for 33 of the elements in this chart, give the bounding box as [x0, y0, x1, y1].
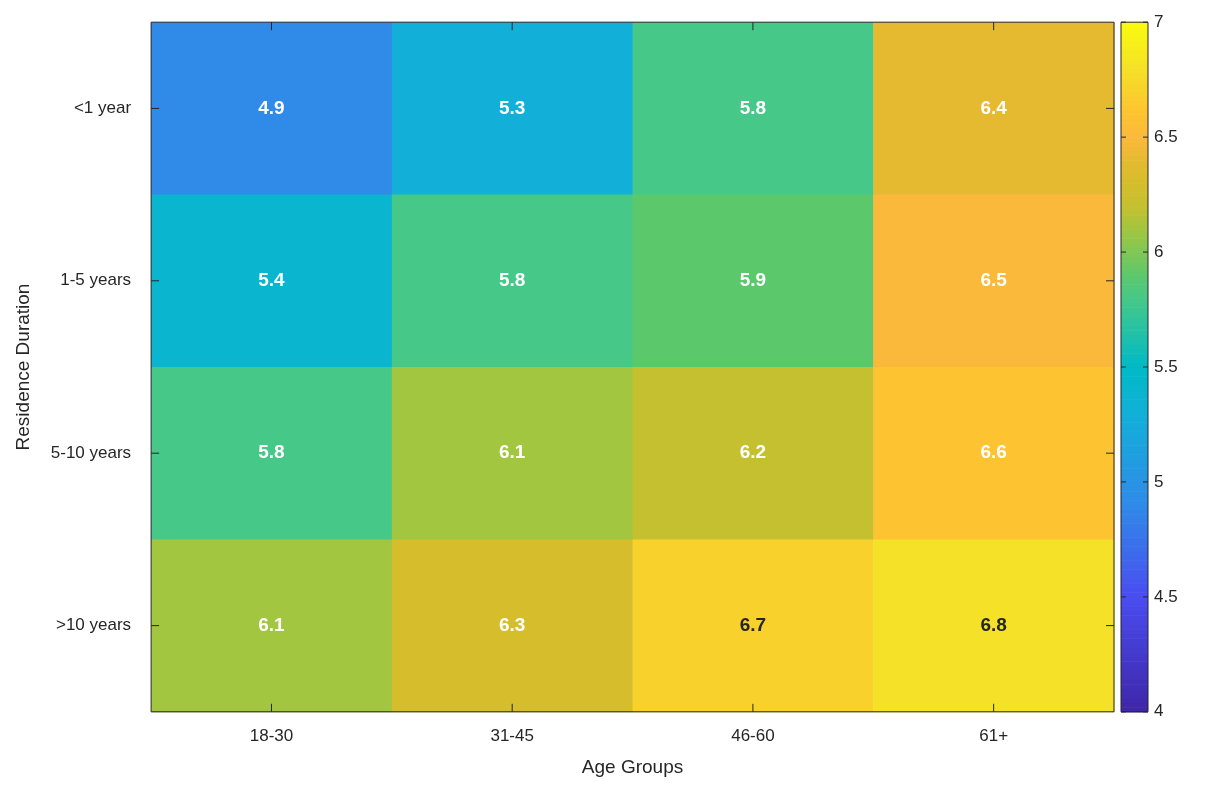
data-label: 5.9	[739, 269, 767, 291]
data-label: 5.3	[498, 96, 526, 118]
y-tick-label: 1-5 years	[60, 270, 132, 290]
data-label: 5.8	[258, 441, 285, 463]
y-tick-label: 5-10 years	[50, 442, 132, 462]
color-bar-label: 5	[1154, 471, 1164, 491]
color-bar-label: 4	[1154, 701, 1164, 721]
data-label: 4.9	[258, 96, 285, 118]
data-label: 6.7	[739, 613, 767, 635]
y-tick-label: <1 year	[73, 98, 132, 118]
data-label: 6.4	[980, 96, 1008, 118]
color-bar-label: 4.5	[1154, 586, 1178, 606]
x-tick-label: 31-45	[490, 725, 534, 745]
data-label: 5.4	[258, 269, 286, 291]
data-label: 6.1	[258, 613, 286, 635]
y-axis-title: Residence Duration	[11, 283, 33, 451]
data-label: 6.2	[739, 441, 767, 463]
x-tick-label: 46-60	[731, 725, 775, 745]
color-bar-label: 5.5	[1154, 356, 1178, 376]
x-tick-label: 61+	[979, 725, 1009, 745]
data-label: 6.1	[498, 441, 526, 463]
color-bar-label: 7	[1154, 11, 1164, 31]
x-axis-title: Age Groups	[581, 755, 684, 777]
data-label: 6.3	[498, 613, 526, 635]
data-label: 5.8	[498, 269, 526, 291]
data-label: 6.8	[980, 613, 1007, 635]
color-bar-label: 6	[1154, 241, 1164, 261]
x-tick-label: 18-30	[249, 725, 294, 745]
y-tick-label: >10 years	[55, 615, 132, 635]
data-label: 6.6	[980, 441, 1007, 463]
data-label: 6.5	[980, 269, 1008, 291]
color-bar-label: 6.5	[1154, 126, 1178, 146]
data-label: 5.8	[739, 96, 767, 118]
